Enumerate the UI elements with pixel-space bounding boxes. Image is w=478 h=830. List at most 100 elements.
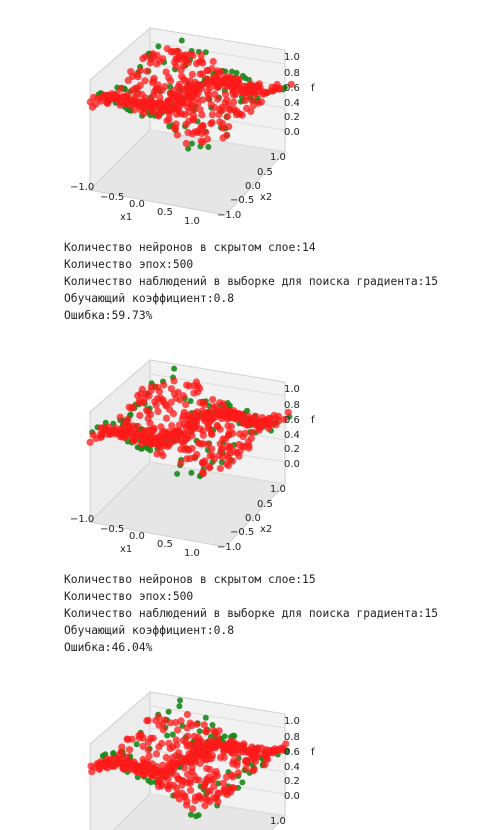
scatter-point-predicted [192, 776, 200, 784]
ztick: 0.6 [284, 83, 300, 94]
scatter-point-predicted [188, 415, 196, 423]
scatter-point-target [178, 37, 185, 44]
scatter-point-target [202, 714, 209, 721]
scatter-point-predicted [189, 51, 197, 60]
scatter-point-predicted [165, 73, 173, 81]
scatter-point-target [177, 697, 183, 704]
x1-axis-label: x1 [120, 212, 132, 223]
scatter-point-predicted [184, 732, 192, 740]
scatter-point-predicted [160, 381, 168, 389]
output-line: Количество эпох:500 [64, 590, 194, 603]
scatter-point-target [176, 703, 183, 710]
scatter-point-predicted [161, 400, 169, 408]
scatter-point-predicted [129, 100, 137, 108]
scatter3d-plot-2: 1.0 0.8 0.6 0.4 0.2 0.0 f 1.0 0.5 0.0 −0… [60, 342, 390, 572]
scatter-point-predicted [216, 440, 224, 448]
scatter-point-predicted [206, 765, 214, 774]
x2-tick: 0.5 [257, 499, 273, 510]
scatter-point-predicted [197, 56, 205, 65]
scatter-point-predicted [228, 771, 236, 779]
ztick: 0.4 [284, 430, 300, 441]
scatter-point-predicted [137, 431, 145, 439]
scatter-point-target [155, 43, 162, 50]
scatter-point-target [147, 779, 154, 786]
scatter-point-predicted [169, 410, 177, 418]
scatter-point-predicted [220, 742, 228, 750]
scatter-point-predicted [201, 801, 209, 810]
scatter-point-predicted [205, 462, 213, 470]
scatter-point-predicted [117, 85, 125, 93]
scatter-point-predicted [231, 745, 239, 753]
scatter-point-predicted [155, 112, 163, 120]
output-text-2: Количество нейронов в скрытом слое:15 Кол… [64, 571, 438, 656]
scatter-point-predicted [175, 421, 183, 429]
scatter-point-predicted [127, 404, 135, 413]
z-axis-label: f [311, 415, 315, 426]
scatter-point-predicted [204, 787, 212, 795]
scatter-point-predicted [172, 784, 181, 792]
scatter-point-predicted [155, 721, 163, 729]
scatter-point-predicted [167, 399, 175, 407]
scatter-point-predicted [199, 469, 207, 477]
scatter-point-predicted [156, 93, 164, 101]
x1-tick: −1.0 [70, 514, 94, 525]
scatter-point-predicted [209, 741, 217, 749]
scatter-point-predicted [251, 757, 260, 766]
scatter-point-predicted [174, 83, 182, 91]
scatter-point-predicted [98, 432, 106, 440]
scatter-point-predicted [86, 438, 94, 446]
scatter-point-target [133, 741, 140, 748]
scatter-point-predicted [174, 436, 182, 444]
scatter-point-predicted [209, 726, 217, 735]
output-line: Количество нейронов в скрытом слое:14 [64, 241, 316, 254]
scatter-point-predicted [116, 413, 124, 421]
ztick: 0.2 [284, 444, 300, 455]
scatter-point-predicted [188, 70, 196, 79]
scatter-point-predicted [233, 107, 241, 115]
scatter-point-predicted [196, 106, 204, 114]
scatter-point-predicted [199, 749, 208, 757]
scatter-point-predicted [172, 120, 180, 128]
scatter-point-predicted [139, 771, 148, 779]
scatter-point-predicted [173, 131, 181, 139]
scatter-point-predicted [181, 756, 189, 764]
scatter-point-predicted [220, 753, 228, 761]
ztick: 0.2 [284, 112, 300, 123]
scatter-point-predicted [229, 410, 237, 418]
scatter-point-predicted [174, 105, 182, 113]
scatter-point-predicted [196, 759, 204, 767]
x1-tick: −0.5 [100, 192, 124, 203]
scatter-point-predicted [133, 70, 141, 78]
scatter-point-predicted [204, 796, 212, 804]
scatter-point-predicted [166, 719, 174, 727]
ztick: 0.8 [284, 68, 300, 79]
ztick: 0.0 [284, 791, 300, 802]
ztick: 0.0 [284, 459, 300, 470]
scatter-point-predicted [142, 53, 150, 61]
x1-tick: 1.0 [184, 548, 200, 559]
scatter-point-predicted [287, 80, 295, 88]
scatter-point-predicted [126, 746, 134, 754]
scatter-point-predicted [189, 805, 197, 813]
scatter-point-predicted [240, 89, 248, 97]
scatter-point-predicted [136, 98, 144, 106]
scatter-point-predicted [148, 108, 156, 116]
scatter-point-predicted [240, 82, 249, 90]
scatter-point-predicted [242, 765, 250, 773]
x2-tick: −0.5 [230, 195, 254, 206]
scatter-point-predicted [220, 748, 228, 756]
scatter-point-predicted [132, 763, 140, 772]
x1-tick: 0.5 [157, 207, 173, 218]
scatter-point-predicted [182, 120, 190, 128]
scatter-point-predicted [188, 721, 196, 730]
scatter-point-predicted [263, 421, 271, 429]
scatter-point-predicted [175, 749, 183, 757]
scatter-point-predicted [145, 752, 153, 760]
scatter-point-predicted [167, 385, 175, 393]
scatter-point-predicted [111, 93, 119, 102]
scatter-point-predicted [92, 434, 100, 442]
scatter-point-predicted [225, 431, 233, 439]
scatter-point-predicted [261, 761, 269, 769]
scatter-point-predicted [152, 750, 161, 758]
scatter-point-predicted [161, 772, 169, 781]
